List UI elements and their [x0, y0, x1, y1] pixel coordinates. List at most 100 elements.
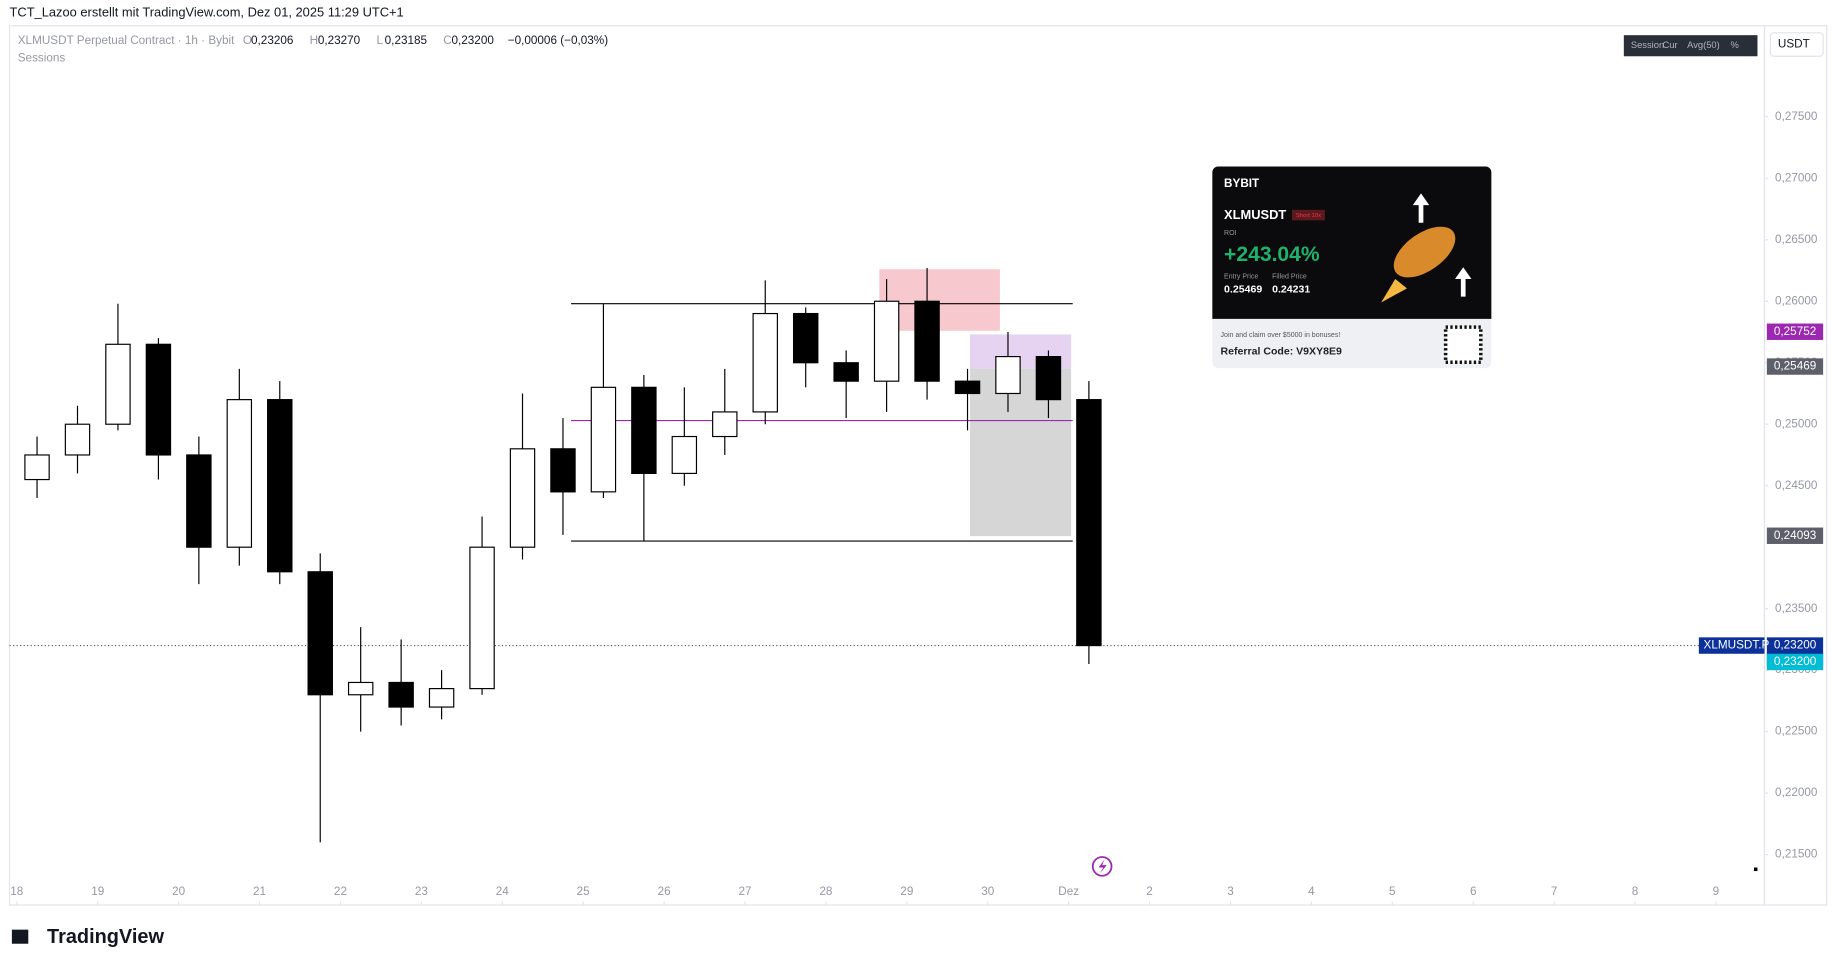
x-tick-label: 18: [10, 885, 24, 898]
card-roi-label: ROI: [1224, 230, 1237, 237]
candle-body: [388, 681, 414, 708]
currency-button[interactable]: [1769, 32, 1824, 57]
x-tick-label: 7: [1551, 885, 1558, 898]
card-promo: Join and claim over $5000 in bonuses!: [1221, 332, 1341, 339]
bybit-card: BYBIT XLMUSDT Short 10x ROI +243.04% Ent…: [1212, 166, 1492, 369]
card-brand: BYBIT: [1224, 177, 1260, 190]
candle-body: [267, 399, 293, 573]
x-tick-label: 3: [1227, 885, 1234, 898]
ohlc-key: L: [376, 34, 383, 47]
candle-body: [509, 448, 536, 548]
candle-body: [347, 681, 374, 696]
candle-body: [954, 380, 981, 395]
ohlc-legend: O 0,23206 H 0,23270 L 0,23185 C 0,23200 −0,00006…: [243, 34, 608, 47]
x-tick-label: 25: [577, 885, 591, 898]
card-symbol: XLMUSDT: [1224, 207, 1286, 222]
candle-body: [995, 355, 1021, 395]
x-tick-label: 9: [1713, 885, 1720, 898]
y-tick-label: 0,24500: [1775, 479, 1818, 492]
marker: [1753, 867, 1758, 872]
x-tick-label: Dez: [1058, 885, 1079, 898]
candle-body: [186, 454, 212, 548]
x-tick-label: 19: [91, 885, 104, 898]
side-badge: [1292, 209, 1325, 221]
card-filled-label: Filled Price: [1272, 274, 1307, 281]
price-label-bg: [1766, 653, 1824, 671]
candle-body: [752, 312, 778, 413]
symbol-tag-bg: [1698, 637, 1765, 654]
price-label: 0,23200: [1774, 655, 1817, 668]
y-tick-label: 0,25000: [1775, 417, 1818, 430]
events-icon-bolt: [1098, 859, 1107, 874]
x-tick-label: 26: [658, 885, 671, 898]
logo-text: TradingView: [47, 926, 164, 948]
candle-body: [792, 312, 819, 364]
x-tick-label: 22: [334, 885, 347, 898]
candle-body: [1076, 399, 1102, 647]
x-tick-label: 2: [1146, 885, 1153, 898]
ohlc-change: −0,00006 (−0,03%): [508, 34, 608, 47]
price-label-bg: [1766, 527, 1824, 544]
events-icon[interactable]: [1091, 856, 1113, 877]
credit: TCT_Lazoo erstellt mit TradingView.com, …: [10, 4, 404, 19]
x-tick-label: 21: [253, 885, 266, 898]
card-entry: 0.25469: [1224, 283, 1262, 295]
ohlc-key: H: [310, 34, 318, 47]
y-tick-label: 0,22500: [1775, 725, 1818, 738]
symbol-title: XLMUSDT Perpetual Contract · 1h · Bybit: [18, 34, 235, 47]
y-tick-label: 0,27000: [1775, 171, 1818, 184]
x-tick-label: 24: [496, 885, 510, 898]
plot: 0,215000,220000,225000,230000,235000,245…: [9, 110, 1824, 906]
rocket: [1393, 226, 1456, 278]
price-label: 0,23200: [1774, 639, 1817, 652]
candle-body: [145, 343, 172, 456]
candle-body: [712, 411, 738, 438]
x-tick-label: 6: [1470, 885, 1477, 898]
x-tick-label: 4: [1308, 885, 1315, 898]
indicator-name: Sessions: [18, 52, 66, 65]
price-label: 0,25469: [1774, 360, 1816, 373]
card-entry-label: Entry Price: [1224, 274, 1258, 281]
candle-body: [914, 300, 940, 382]
toolbar-item: Session: [1631, 40, 1664, 50]
x-tick-label: 28: [819, 885, 833, 898]
ohlc-value: 0,23206: [251, 34, 293, 47]
ohlc-value: 0,23200: [451, 34, 494, 47]
ohlc-value: 0,23270: [318, 34, 361, 47]
candle-body: [873, 300, 900, 382]
card-referral: Referral Code: V9XY8E9: [1221, 345, 1342, 357]
y-tick-label: 0,22000: [1775, 786, 1818, 799]
ohlc-key: C: [443, 34, 452, 47]
qr-code: [1443, 325, 1483, 365]
ohlc-value: 0,23185: [385, 34, 428, 47]
x-tick-label: 30: [981, 885, 995, 898]
symbol-tag: XLMUSDT.P: [1704, 639, 1770, 652]
toolbar-item: %: [1731, 40, 1739, 50]
candle-body: [105, 343, 131, 425]
candle-body: [671, 435, 698, 474]
price-label-bg: [1766, 323, 1824, 340]
candle-body: [226, 399, 253, 548]
rocket-flame: [1381, 279, 1407, 303]
x-tick-label: 8: [1632, 885, 1639, 898]
candle-body: [1035, 355, 1062, 401]
x-tick-label: 5: [1389, 885, 1396, 898]
y-tick-label: 0,21500: [1775, 848, 1818, 861]
candle-body: [631, 386, 657, 474]
y-tick-label: 0,27500: [1775, 110, 1818, 123]
x-tick-label: 23: [415, 885, 428, 898]
y-tick-label: 0,26000: [1775, 294, 1818, 307]
candle-body: [833, 362, 859, 382]
candle-body: [307, 571, 333, 696]
candle-body: [550, 448, 576, 493]
price-label-bg: [1766, 637, 1824, 654]
card-filled: 0.24231: [1272, 283, 1310, 295]
toolbar[interactable]: [1623, 35, 1758, 57]
card-side: Short 10x: [1296, 213, 1321, 219]
price-label: 0,25752: [1774, 325, 1816, 338]
price-label-bg: [1766, 358, 1824, 375]
